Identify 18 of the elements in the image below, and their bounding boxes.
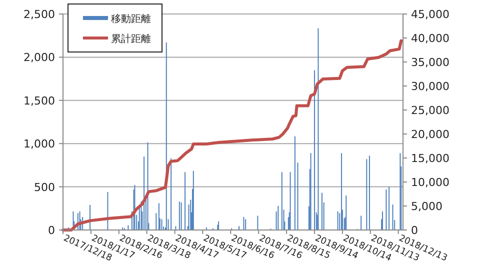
- y2-tick-label: 0: [411, 224, 418, 237]
- legend-label: 累計距離: [111, 33, 151, 45]
- y2-tick-label: 5,000: [411, 200, 442, 213]
- y2-tick-label: 20,000: [411, 128, 450, 141]
- y2-tick-label: 10,000: [411, 176, 450, 189]
- legend-label: 移動距離: [111, 13, 151, 25]
- y2-tick-label: 30,000: [411, 80, 450, 93]
- y-tick-label: 500: [34, 180, 55, 194]
- y-tick-label: 1,000: [24, 138, 55, 151]
- y2-tick-label: 45,000: [411, 8, 450, 21]
- y-tick-label: 0: [48, 224, 55, 237]
- y2-tick-label: 15,000: [411, 152, 450, 165]
- y-tick-label: 1,500: [24, 94, 55, 108]
- y2-tick-label: 35,000: [411, 56, 450, 69]
- y-tick-label: 2,000: [24, 51, 55, 64]
- y2-tick-label: 40,000: [411, 32, 450, 45]
- y2-tick-label: 25,000: [411, 104, 450, 117]
- y-tick-label: 2,500: [24, 8, 55, 21]
